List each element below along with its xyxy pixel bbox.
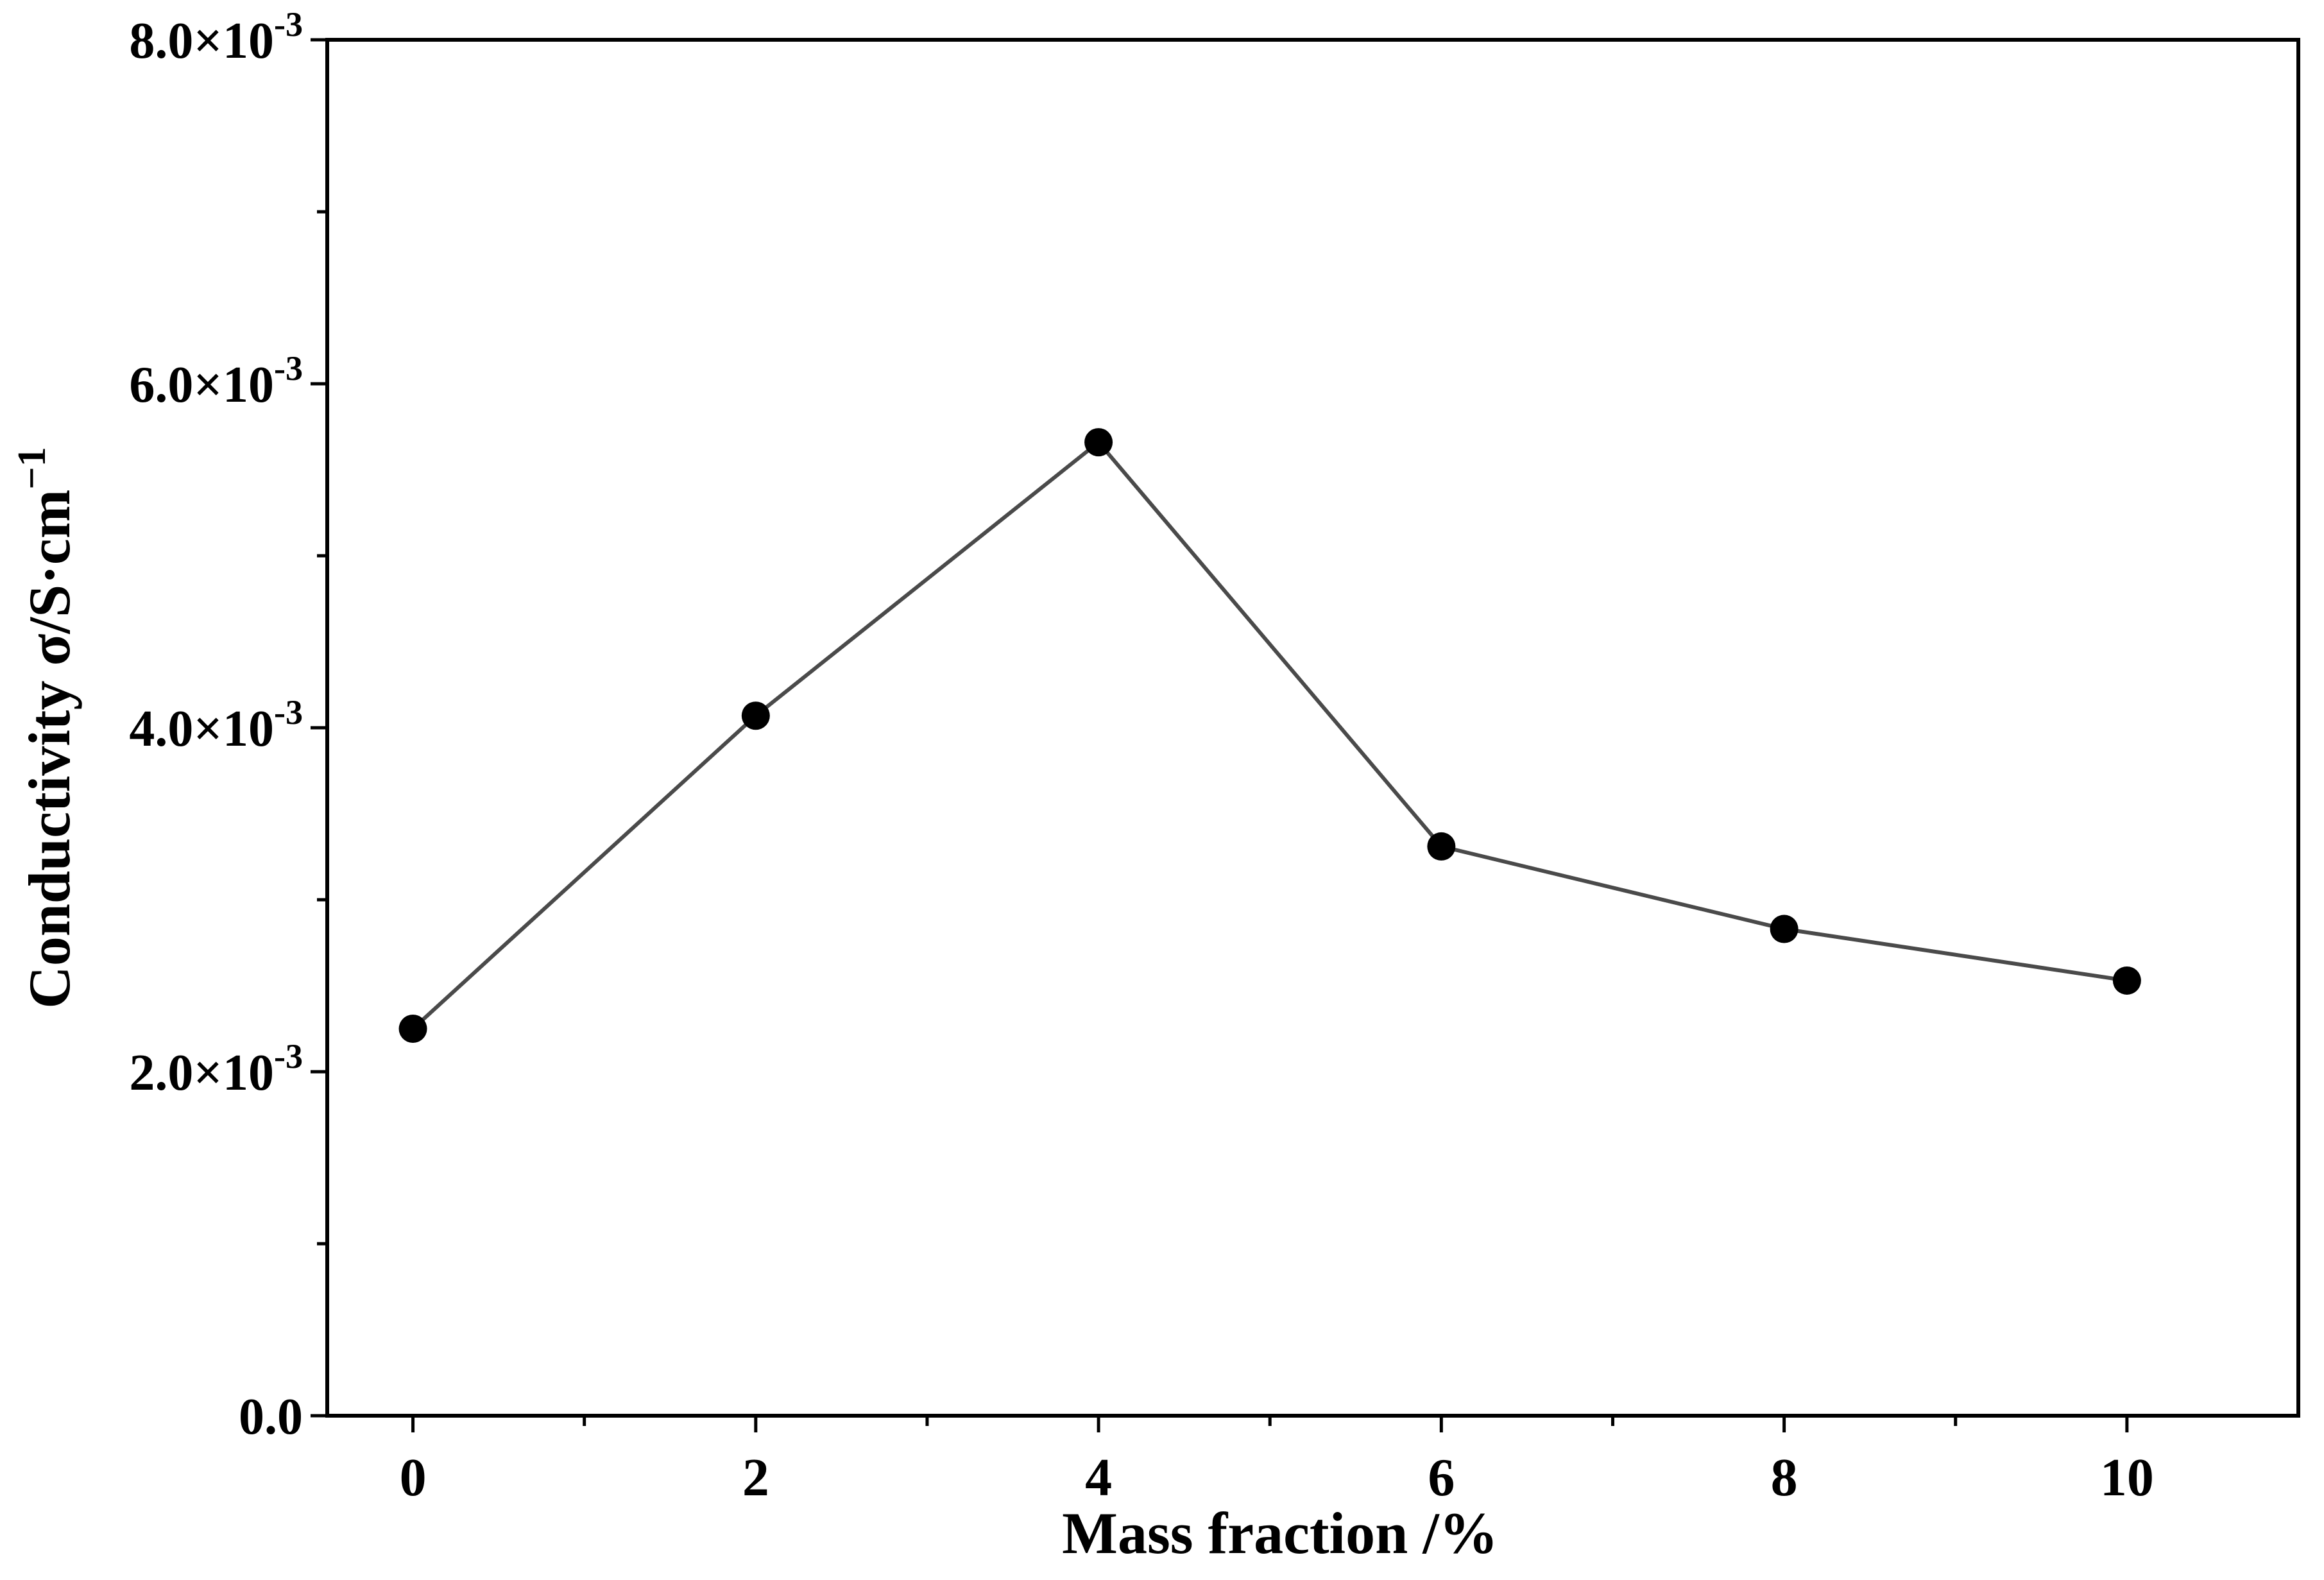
data-point (1084, 428, 1113, 457)
y-tick-exponent: -3 (274, 1037, 303, 1076)
y-axis-title-main: Conductivity σ/S·cm (17, 490, 82, 1009)
x-axis-title: Mass fraction /% (1062, 1500, 1498, 1566)
y-tick-mantissa: 0.0 (239, 1389, 303, 1445)
y-tick-mantissa: 4.0×10 (129, 701, 274, 757)
y-tick-mantissa: 8.0×10 (129, 13, 274, 69)
data-point (2112, 966, 2141, 995)
y-tick-exponent: -3 (274, 5, 303, 44)
data-series (398, 428, 2141, 1043)
y-tick-label: 4.0×10-3 (129, 693, 303, 757)
axis-ticks (311, 38, 2129, 1432)
x-tick-label: 0 (400, 1448, 427, 1507)
tick-labels: 0 2 4 6 8 100.02.0×10-34.0×10-36.0×10-38.0×10… (129, 5, 2153, 1507)
y-axis-title-superscript: −1 (10, 447, 54, 489)
x-tick-label: 10 (2100, 1448, 2154, 1507)
x-tick-label: 6 (1428, 1448, 1455, 1507)
x-tick-label: 8 (1771, 1448, 1798, 1507)
y-tick-mantissa: 6.0×10 (129, 357, 274, 413)
y-tick-label: 8.0×10-3 (129, 5, 303, 69)
y-tick-exponent: -3 (274, 349, 303, 388)
y-axis-title: Conductivity σ/S·cm−1 (10, 447, 82, 1008)
data-point (398, 1015, 427, 1043)
x-tick-label: 2 (742, 1448, 769, 1507)
y-tick-mantissa: 2.0×10 (129, 1045, 274, 1101)
data-point (1427, 832, 1456, 861)
y-tick-label: 0.0 (239, 1389, 303, 1445)
data-point (741, 701, 770, 730)
series-line (411, 440, 2128, 1031)
y-tick-exponent: -3 (274, 693, 303, 732)
y-tick-label: 2.0×10-3 (129, 1037, 303, 1101)
data-point (1770, 915, 1799, 943)
plot-frame (325, 38, 2300, 1418)
y-tick-label: 6.0×10-3 (129, 349, 303, 413)
x-tick-label: 4 (1085, 1448, 1112, 1507)
